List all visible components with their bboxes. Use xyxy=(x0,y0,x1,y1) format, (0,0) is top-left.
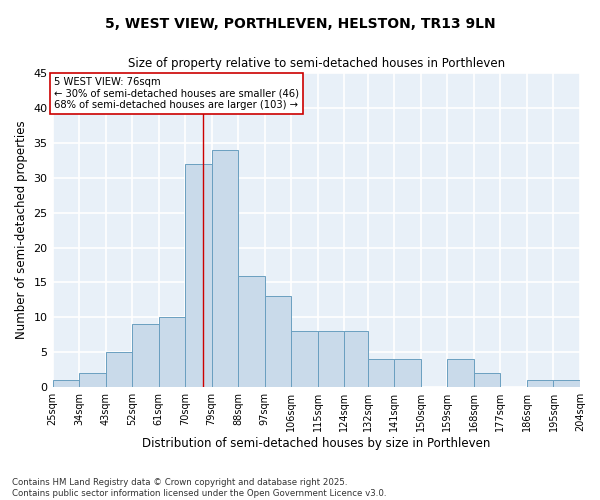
Bar xyxy=(212,150,238,387)
Bar xyxy=(344,332,368,387)
Title: Size of property relative to semi-detached houses in Porthleven: Size of property relative to semi-detach… xyxy=(128,58,505,70)
Bar xyxy=(291,332,318,387)
Y-axis label: Number of semi-detached properties: Number of semi-detached properties xyxy=(15,121,28,340)
Bar xyxy=(527,380,553,387)
Bar xyxy=(474,373,500,387)
Bar xyxy=(553,380,580,387)
X-axis label: Distribution of semi-detached houses by size in Porthleven: Distribution of semi-detached houses by … xyxy=(142,437,490,450)
Text: Contains HM Land Registry data © Crown copyright and database right 2025.
Contai: Contains HM Land Registry data © Crown c… xyxy=(12,478,386,498)
Text: 5 WEST VIEW: 76sqm
← 30% of semi-detached houses are smaller (46)
68% of semi-de: 5 WEST VIEW: 76sqm ← 30% of semi-detache… xyxy=(54,76,299,110)
Bar xyxy=(394,360,421,387)
Bar xyxy=(368,360,394,387)
Bar xyxy=(318,332,344,387)
Bar xyxy=(106,352,132,387)
Bar xyxy=(265,296,291,387)
Bar xyxy=(448,360,474,387)
Bar xyxy=(79,373,106,387)
Bar xyxy=(132,324,158,387)
Bar xyxy=(238,276,265,387)
Bar xyxy=(158,318,185,387)
Bar xyxy=(185,164,212,387)
Bar xyxy=(53,380,79,387)
Text: 5, WEST VIEW, PORTHLEVEN, HELSTON, TR13 9LN: 5, WEST VIEW, PORTHLEVEN, HELSTON, TR13 … xyxy=(104,18,496,32)
